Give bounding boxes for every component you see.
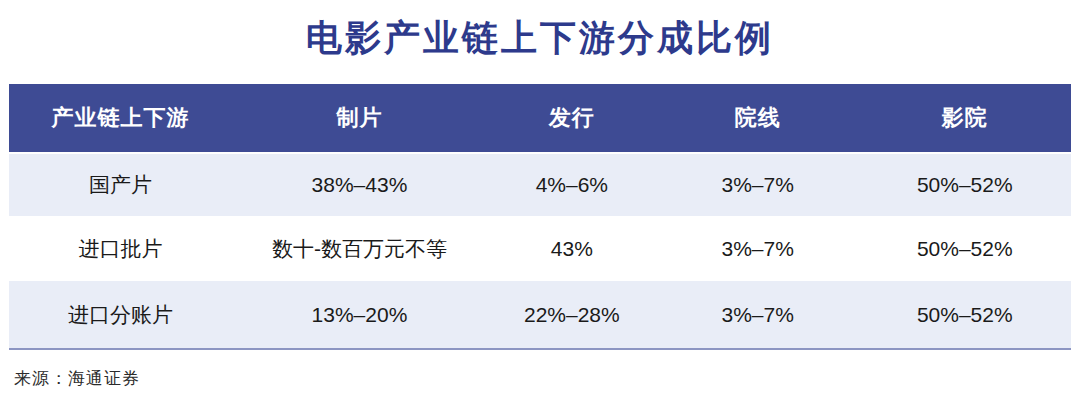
cell-distribution-share: 43% [487,237,657,261]
chart-title: 电影产业链上下游分成比例 [0,14,1080,63]
table-header-row: 产业链上下游 制片 发行 院线 影院 [9,84,1071,154]
cell-production-share: 13%–20% [232,303,487,327]
column-header-cinema: 影院 [859,103,1071,133]
cell-cinema-share: 50%–52% [859,173,1071,197]
row-label: 进口分账片 [9,301,232,329]
table-row-domestic-films: 国产片 38%–43% 4%–6% 3%–7% 50%–52% [9,154,1071,216]
column-header-industry-chain: 产业链上下游 [9,103,232,133]
source-note: 来源：海通证券 [14,367,140,390]
cell-production-share: 数十-数百万元不等 [232,235,487,263]
cell-production-share: 38%–43% [232,173,487,197]
column-header-distribution: 发行 [487,103,657,133]
column-header-production: 制片 [232,103,487,133]
cell-cinema-share: 50%–52% [859,237,1071,261]
cell-theater-chain-share: 3%–7% [657,237,859,261]
cell-cinema-share: 50%–52% [859,303,1071,327]
cell-distribution-share: 22%–28% [487,303,657,327]
column-header-theater-chain: 院线 [657,103,859,133]
row-label: 国产片 [9,171,232,199]
cell-distribution-share: 4%–6% [487,173,657,197]
revenue-split-table: 产业链上下游 制片 发行 院线 影院 国产片 38%–43% 4%–6% 3%–… [9,84,1071,350]
table-row-imported-flat-fee-films: 进口批片 数十-数百万元不等 43% 3%–7% 50%–52% [9,216,1071,281]
figure-canvas: 电影产业链上下游分成比例 产业链上下游 制片 发行 院线 影院 国产片 38%–… [0,0,1080,408]
cell-theater-chain-share: 3%–7% [657,303,859,327]
table-row-imported-revenue-share-films: 进口分账片 13%–20% 22%–28% 3%–7% 50%–52% [9,281,1071,350]
row-label: 进口批片 [9,235,232,263]
cell-theater-chain-share: 3%–7% [657,173,859,197]
